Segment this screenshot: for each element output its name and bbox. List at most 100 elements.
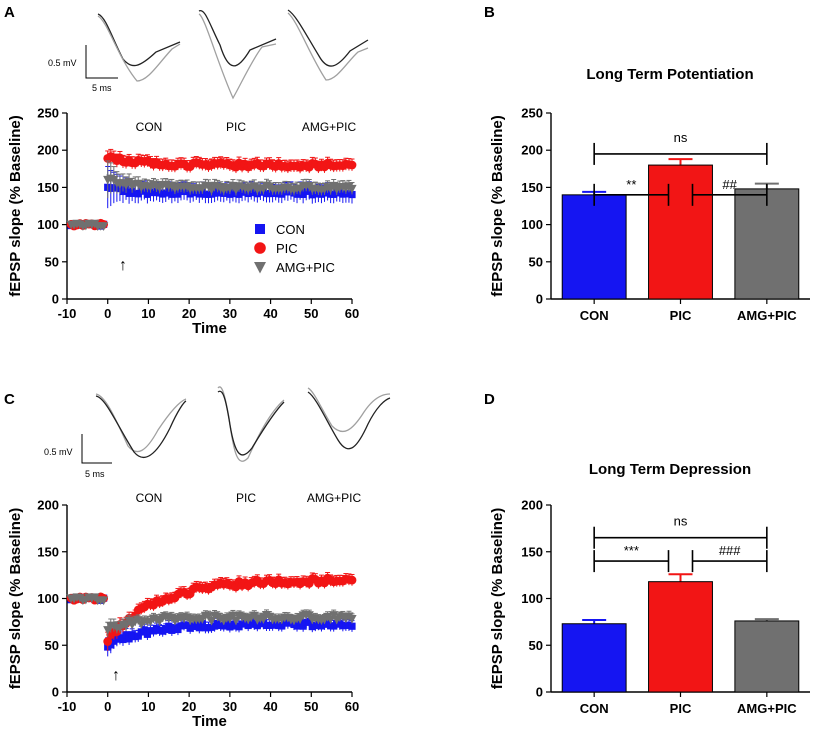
data-point	[121, 622, 131, 631]
x-tick-label: 20	[182, 699, 196, 714]
panel-c-trace-pic-dark	[217, 390, 285, 456]
category-label-amg-pic: AMG+PIC	[737, 308, 797, 323]
y-tick-label: 200	[521, 498, 543, 513]
stimulus-arrow: ↑	[112, 667, 120, 684]
bar-amg-pic	[734, 188, 800, 300]
panel-a-trace-pic-dark	[198, 10, 277, 67]
y-tick-label: 0	[52, 292, 59, 307]
data-point	[195, 624, 203, 632]
y-tick-label: 0	[52, 685, 59, 700]
panel-letter-c: C	[4, 391, 15, 408]
bar-pic	[648, 581, 713, 693]
y-tick-label: 200	[521, 143, 543, 158]
panel-a-trace-amg-dark	[287, 9, 369, 67]
x-tick-label: 40	[263, 306, 277, 321]
x-tick-label: 60	[345, 699, 359, 714]
y-tick-label: 50	[45, 638, 59, 653]
x-tick-label: 50	[304, 699, 318, 714]
data-point	[174, 625, 182, 634]
panel-a-trace-pic-light	[198, 13, 277, 100]
data-point	[348, 190, 356, 199]
x-tick-label: -10	[58, 306, 77, 321]
y-tick-label: 100	[37, 217, 59, 232]
significance-label: ***	[624, 543, 639, 558]
y-tick-label: 250	[521, 106, 543, 121]
y-tick-label: 150	[37, 544, 59, 559]
condition-label-con: CON	[136, 120, 163, 134]
category-label-amg-pic: AMG+PIC	[737, 701, 797, 716]
chart-title: Long Term Depression	[589, 461, 751, 478]
bar-con	[561, 623, 627, 693]
legend-label-pic: PIC	[276, 241, 298, 256]
y-tick-label: 50	[45, 254, 59, 269]
category-label-pic: PIC	[670, 308, 692, 323]
condition-label-amg-pic: AMG+PIC	[302, 120, 357, 134]
panel-c-trace-pic-light	[217, 386, 285, 462]
category-label-pic: PIC	[670, 701, 692, 716]
y-tick-label: 150	[521, 180, 543, 195]
significance-label: ##	[722, 177, 737, 192]
data-point	[347, 575, 357, 585]
data-point	[255, 224, 265, 234]
x-tick-label: 40	[263, 699, 277, 714]
data-point	[134, 632, 142, 640]
panel-a-scale-amplitude: 0.5 mV	[48, 58, 77, 68]
panel-c-trace-con-dark	[95, 395, 187, 458]
x-tick-label: 50	[304, 306, 318, 321]
panel-c-trace-amg-light	[307, 387, 391, 433]
panel-c-scale-amplitude: 0.5 mV	[44, 447, 73, 457]
x-tick-label: 10	[141, 699, 155, 714]
data-point	[99, 596, 109, 606]
x-axis-title: Time	[192, 320, 227, 337]
panel-c-trace-amg-dark	[307, 391, 391, 450]
y-axis-title: fEPSP slope (% Baseline)	[7, 115, 24, 296]
y-tick-label: 50	[529, 254, 543, 269]
condition-label-pic: PIC	[226, 120, 246, 134]
data-point	[165, 622, 173, 630]
condition-label-pic: PIC	[236, 491, 256, 505]
data-point	[99, 222, 109, 231]
y-tick-label: 100	[521, 591, 543, 606]
y-axis-title: fEPSP slope (% Baseline)	[489, 115, 506, 296]
stimulus-arrow: ↑	[119, 257, 127, 274]
y-tick-label: 0	[536, 685, 543, 700]
significance-label: **	[626, 177, 636, 192]
data-point	[119, 635, 127, 644]
x-tick-label: -10	[58, 699, 77, 714]
y-tick-label: 250	[37, 106, 59, 121]
x-axis-title: Time	[192, 713, 227, 730]
data-point	[254, 262, 266, 274]
data-point	[140, 626, 148, 634]
data-point	[122, 631, 130, 639]
panel-a-trace-con-light	[97, 15, 181, 82]
data-point	[347, 160, 357, 170]
y-tick-label: 200	[37, 143, 59, 158]
x-tick-label: 30	[223, 306, 237, 321]
significance-label: ###	[719, 543, 741, 558]
data-point	[347, 184, 357, 194]
panel-d-bar-chart: Long Term Depression 0 50 100 150 200 fEPSP sl…	[489, 461, 810, 716]
panel-a-traces: 0.5 mV 5 ms	[48, 9, 369, 100]
data-point	[206, 616, 217, 626]
data-point	[228, 611, 238, 621]
y-tick-label: 150	[37, 180, 59, 195]
data-point	[203, 612, 214, 621]
data-point	[347, 614, 357, 624]
panel-letter-d: D	[484, 391, 495, 408]
y-tick-label: 200	[37, 498, 59, 513]
panel-a-scale-bar	[85, 45, 118, 79]
y-axis-title: fEPSP slope (% Baseline)	[7, 508, 24, 689]
data-point	[293, 622, 301, 630]
significance-label: ns	[674, 130, 688, 145]
x-tick-label: 10	[141, 306, 155, 321]
y-tick-label: 150	[521, 544, 543, 559]
category-label-con: CON	[580, 308, 609, 323]
bar-amg-pic	[734, 620, 800, 693]
y-tick-label: 100	[37, 591, 59, 606]
x-tick-label: 0	[104, 306, 111, 321]
condition-label-con: CON	[136, 491, 163, 505]
y-axis-title: fEPSP slope (% Baseline)	[489, 508, 506, 689]
category-label-con: CON	[580, 701, 609, 716]
